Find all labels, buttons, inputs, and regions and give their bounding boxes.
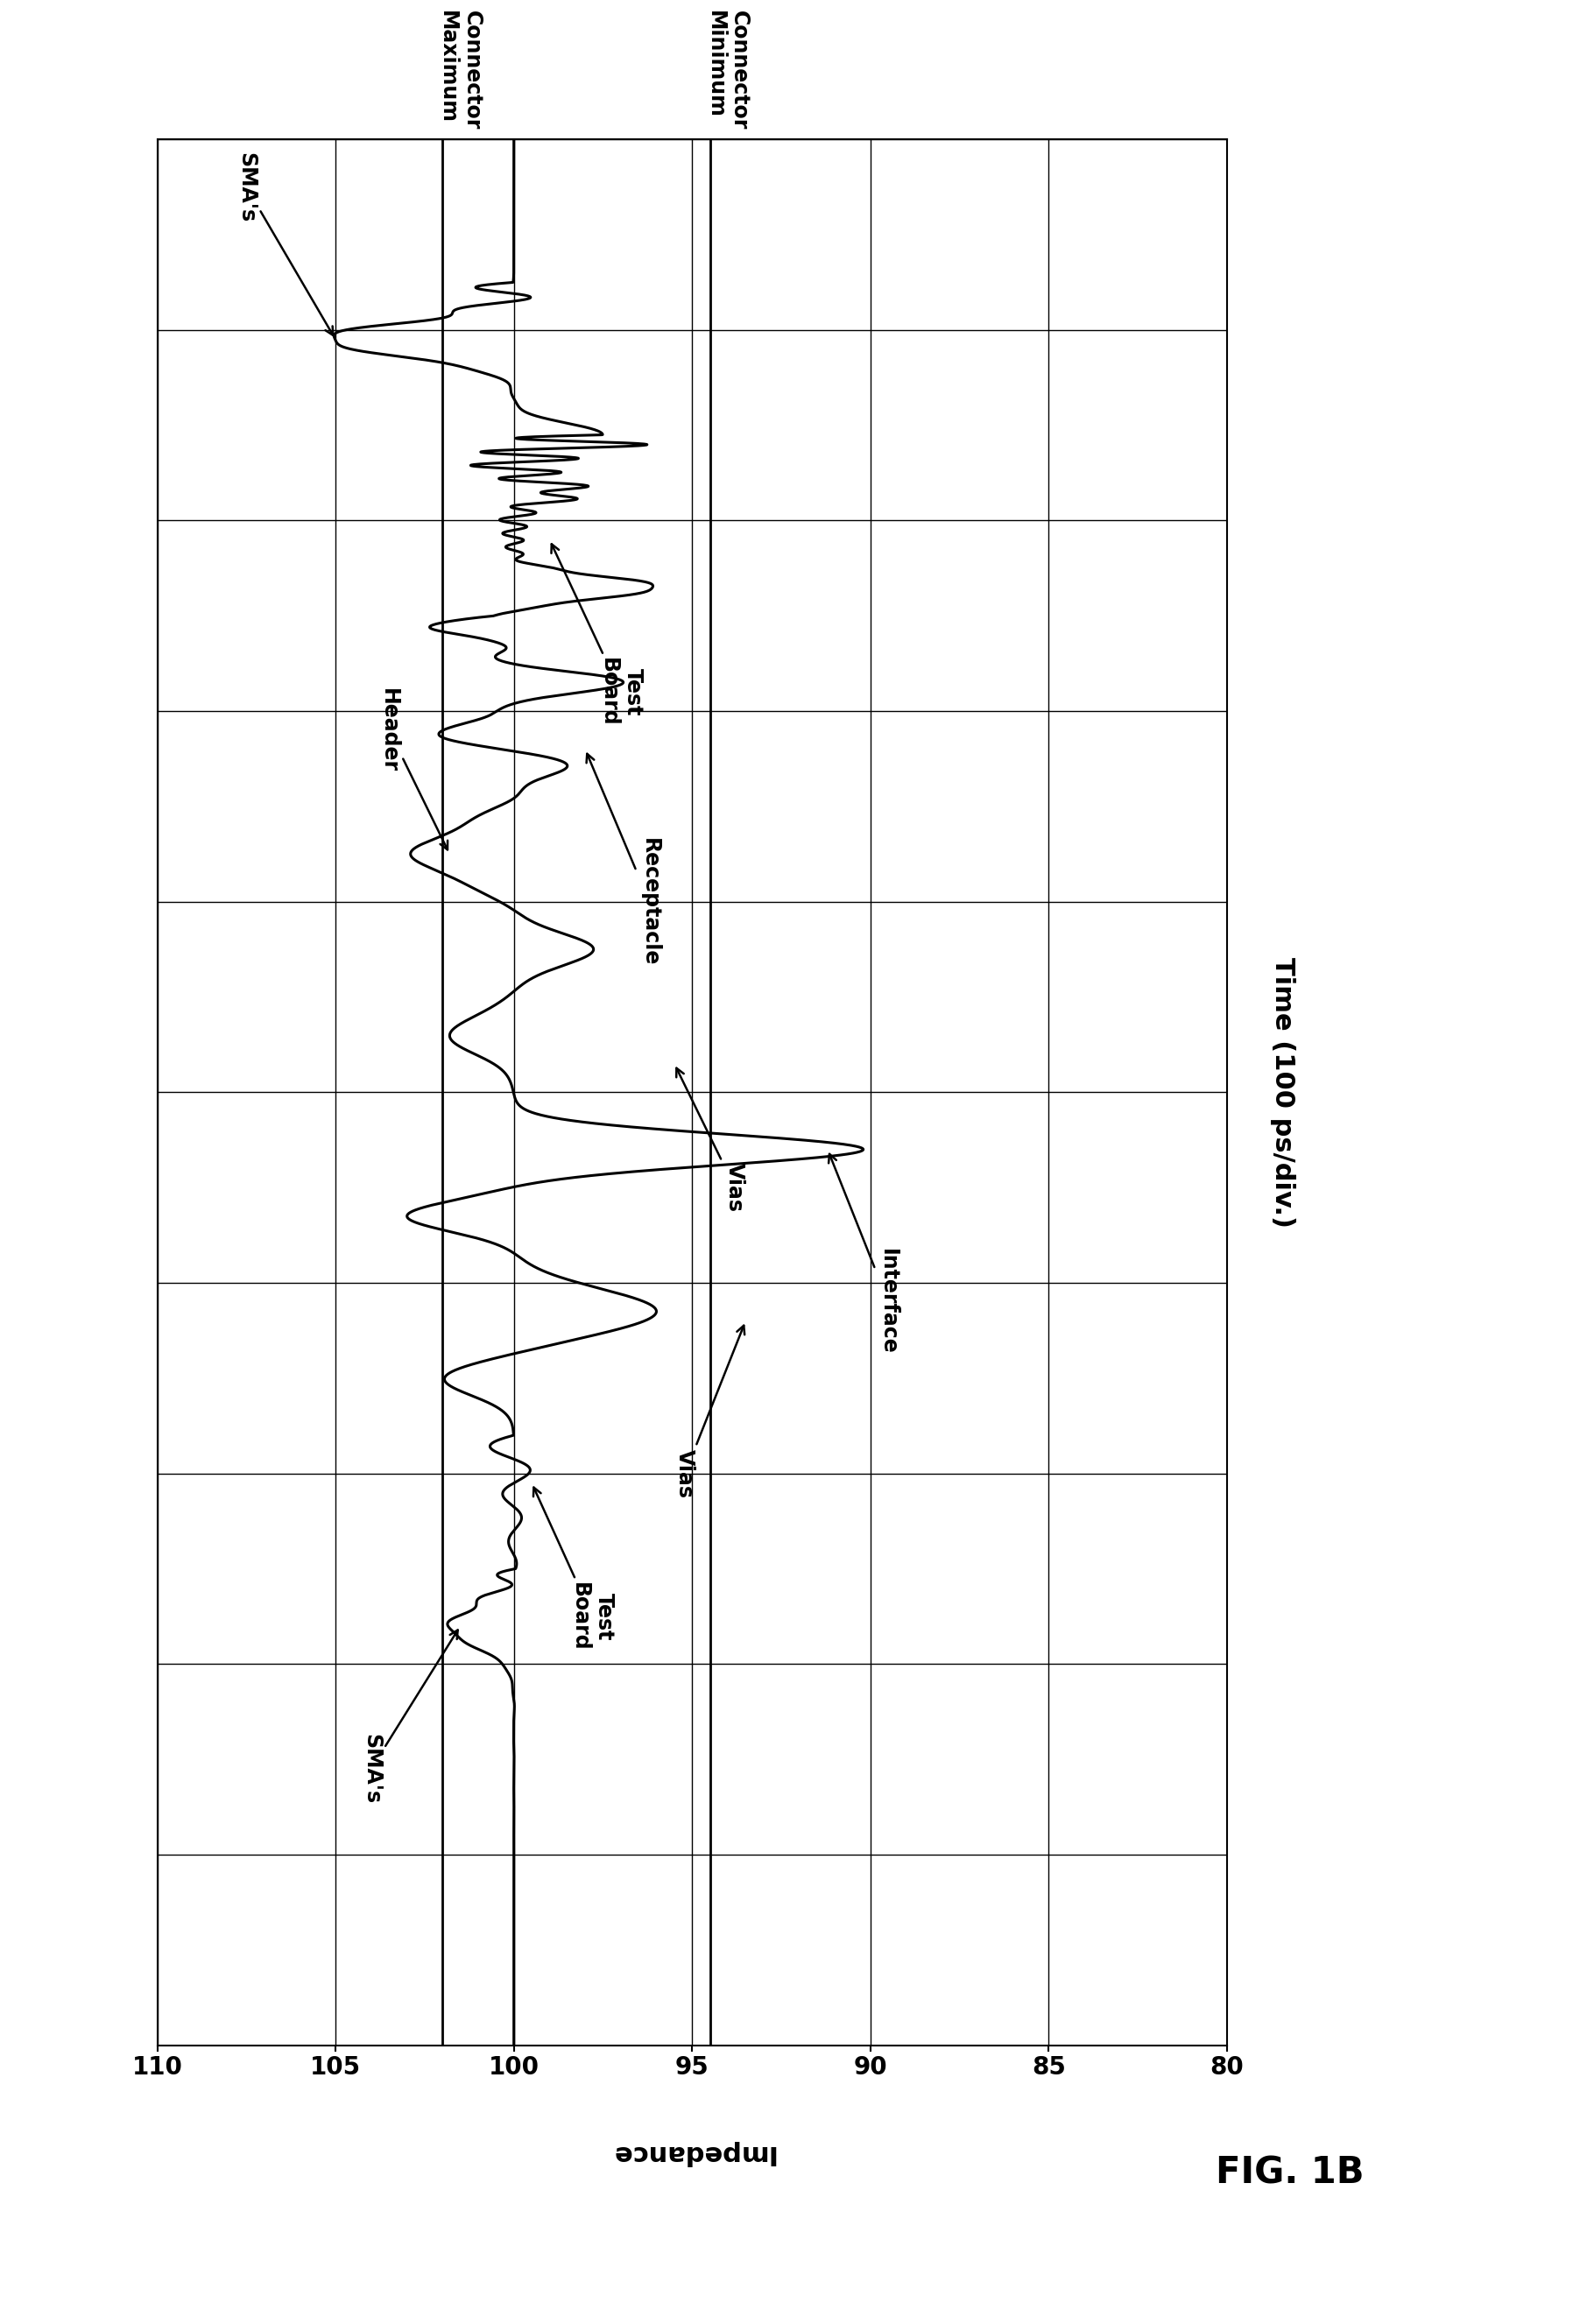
Text: Test
Board: Test Board [533,1487,615,1650]
Text: Connector
Maximum: Connector Maximum [437,12,483,130]
Text: SMA's: SMA's [360,1629,458,1803]
Text: Impedance: Impedance [610,2140,774,2166]
Text: Time (100 ps/div.): Time (100 ps/div.) [1269,957,1295,1227]
Text: Connector
Minimum: Connector Minimum [705,12,750,130]
Text: Receptacle: Receptacle [587,753,659,967]
Text: FIG. 1B: FIG. 1B [1216,2154,1364,2192]
Text: Header: Header [379,688,448,851]
Text: Vias: Vias [675,1325,744,1499]
Text: Interface: Interface [829,1155,898,1355]
Text: Test
Board: Test Board [551,544,643,727]
Text: Vias: Vias [676,1069,746,1213]
Text: SMA's: SMA's [236,151,333,335]
